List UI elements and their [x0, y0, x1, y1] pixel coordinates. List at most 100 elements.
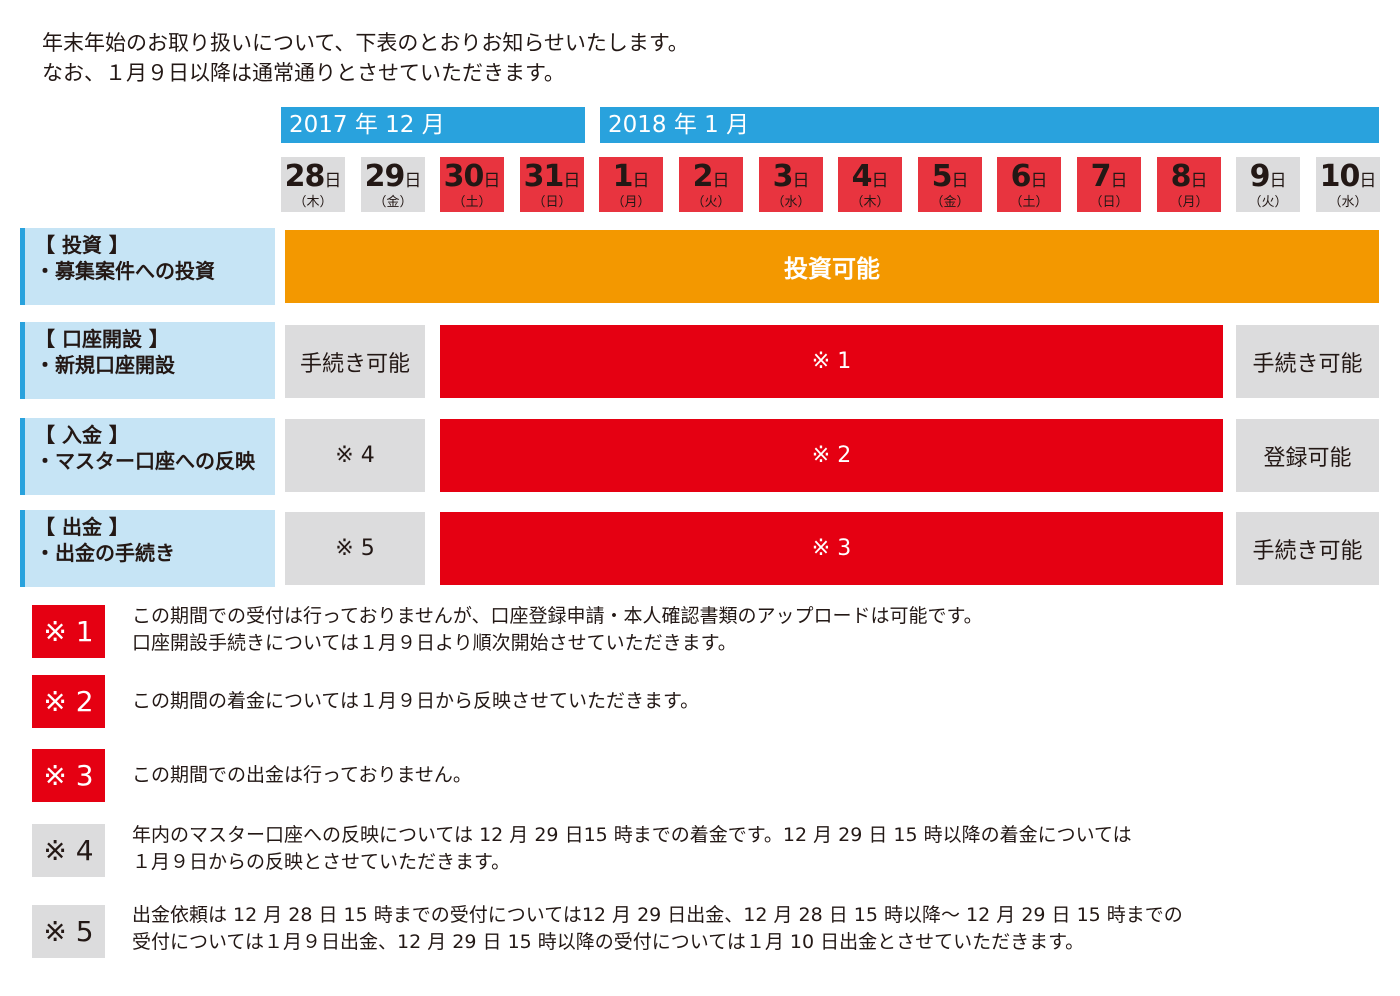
weekday-label: （月）: [611, 195, 651, 210]
day-unit: 日: [563, 171, 581, 191]
day-number: 2: [692, 159, 714, 194]
row-title: 【 出金 】: [35, 515, 129, 539]
day-cell-4: 4日 （木）: [838, 157, 902, 212]
day-number: 29: [364, 159, 406, 194]
note-5-badge: ※ 5: [32, 905, 105, 958]
day-cell-8: 8日 （月）: [1157, 157, 1221, 212]
note-line: この期間での受付は行っておりませんが、口座登録申請・本人確認書類のアップロードは…: [132, 605, 983, 627]
weekday-label: （火）: [691, 195, 731, 210]
day-number-wrap: 2日: [679, 159, 743, 194]
day-cell-2: 2日 （火）: [679, 157, 743, 212]
note-1-text: この期間での受付は行っておりませんが、口座登録申請・本人確認書類のアップロードは…: [132, 603, 983, 657]
note-line: １月９日からの反映とさせていただきます。: [132, 851, 511, 873]
day-number: 6: [1010, 159, 1032, 194]
intro-line-2: なお、１月９日以降は通常通りとさせていただきます。: [42, 61, 565, 85]
weekday-label: （水）: [771, 195, 811, 210]
day-number: 8: [1170, 159, 1192, 194]
day-number-wrap: 8日: [1157, 159, 1221, 194]
deposit-holiday-cell: ※ 2: [440, 419, 1223, 492]
note-line: この期間の着金については１月９日から反映させていただきます。: [132, 690, 700, 712]
day-unit: 日: [1110, 171, 1128, 191]
row-title: 【 入金 】: [35, 423, 129, 447]
day-unit: 日: [1030, 171, 1048, 191]
weekday-label: （木）: [293, 195, 333, 210]
day-number-wrap: 10日: [1316, 159, 1380, 194]
withdrawal-before-cell: ※ 5: [285, 512, 425, 585]
row-label-investment: 【 投資 】 ・募集案件への投資: [20, 228, 275, 305]
day-unit: 日: [951, 171, 969, 191]
day-unit: 日: [483, 171, 501, 191]
day-number: 28: [284, 159, 326, 194]
deposit-after-cell: 登録可能: [1236, 419, 1379, 492]
weekday-label: （土）: [452, 195, 492, 210]
note-line: 出金依頼は 12 月 28 日 15 時までの受付については12 月 29 日出…: [132, 904, 1183, 926]
weekday-label: （金）: [373, 195, 413, 210]
note-4-text: 年内のマスター口座への反映については 12 月 29 日15 時までの着金です。…: [132, 822, 1132, 876]
day-number-wrap: 31日: [520, 159, 584, 194]
account-opening-after-cell: 手続き可能: [1236, 325, 1379, 398]
day-number: 7: [1090, 159, 1112, 194]
day-cell-5: 5日 （金）: [918, 157, 982, 212]
day-unit: 日: [324, 171, 342, 191]
weekday-label: （水）: [1328, 195, 1368, 210]
day-cell-3: 3日 （水）: [759, 157, 823, 212]
note-3-text: この期間での出金は行っておりません。: [132, 762, 472, 789]
day-number-wrap: 30日: [440, 159, 504, 194]
day-number-wrap: 29日: [361, 159, 425, 194]
day-unit: 日: [712, 171, 730, 191]
note-line: 年内のマスター口座への反映については 12 月 29 日15 時までの着金です。…: [132, 824, 1132, 846]
day-cell-10: 10日 （水）: [1316, 157, 1380, 212]
day-cell-31: 31日 （日）: [520, 157, 584, 212]
day-unit: 日: [632, 171, 650, 191]
investment-available-cell: 投資可能: [285, 230, 1379, 303]
day-number-wrap: 4日: [838, 159, 902, 194]
day-number-wrap: 3日: [759, 159, 823, 194]
day-number: 3: [772, 159, 794, 194]
day-unit: 日: [404, 171, 422, 191]
day-cell-1: 1日 （月）: [599, 157, 663, 212]
day-number-wrap: 28日: [281, 159, 345, 194]
day-number-wrap: 7日: [1077, 159, 1141, 194]
weekday-label: （日）: [532, 195, 572, 210]
account-opening-before-cell: 手続き可能: [285, 325, 425, 398]
row-subtitle: ・出金の手続き: [35, 541, 175, 565]
row-label-withdrawal: 【 出金 】 ・出金の手続き: [20, 510, 275, 587]
day-cell-30: 30日 （土）: [440, 157, 504, 212]
day-unit: 日: [1269, 171, 1287, 191]
note-1-badge: ※ 1: [32, 605, 105, 658]
day-cell-29: 29日 （金）: [361, 157, 425, 212]
weekday-label: （日）: [1089, 195, 1129, 210]
day-number-wrap: 9日: [1236, 159, 1300, 194]
row-subtitle: ・募集案件への投資: [35, 259, 215, 283]
day-number: 5: [931, 159, 953, 194]
intro-line-1: 年末年始のお取り扱いについて、下表のとおりお知らせいたします。: [42, 31, 689, 55]
day-number-wrap: 1日: [599, 159, 663, 194]
weekday-label: （火）: [1248, 195, 1288, 210]
note-2-text: この期間の着金については１月９日から反映させていただきます。: [132, 688, 699, 715]
row-label-account-opening: 【 口座開設 】 ・新規口座開設: [20, 322, 275, 399]
day-number: 30: [443, 159, 485, 194]
weekday-label: （金）: [930, 195, 970, 210]
weekday-label: （土）: [1009, 195, 1049, 210]
day-number: 10: [1319, 159, 1361, 194]
note-5-text: 出金依頼は 12 月 28 日 15 時までの受付については12 月 29 日出…: [132, 902, 1183, 956]
deposit-before-cell: ※ 4: [285, 419, 425, 492]
month-header-jan-2018: 2018 年 1 月: [600, 107, 1379, 143]
row-subtitle: ・新規口座開設: [35, 353, 175, 377]
day-cell-9: 9日 （火）: [1236, 157, 1300, 212]
day-unit: 日: [1359, 171, 1377, 191]
note-line: 口座開設手続きについては１月９日より順次開始させていただきます。: [132, 632, 737, 654]
withdrawal-holiday-cell: ※ 3: [440, 512, 1223, 585]
day-number: 1: [612, 159, 634, 194]
weekday-label: （木）: [850, 195, 890, 210]
day-unit: 日: [1190, 171, 1208, 191]
note-2-badge: ※ 2: [32, 675, 105, 728]
row-title: 【 投資 】: [35, 233, 129, 257]
note-3-badge: ※ 3: [32, 749, 105, 802]
day-number: 4: [851, 159, 873, 194]
withdrawal-after-cell: 手続き可能: [1236, 512, 1379, 585]
note-line: この期間での出金は行っておりません。: [132, 764, 472, 786]
account-opening-holiday-cell: ※ 1: [440, 325, 1223, 398]
row-title: 【 口座開設 】: [35, 327, 169, 351]
row-label-deposit: 【 入金 】 ・マスター口座への反映: [20, 418, 275, 495]
